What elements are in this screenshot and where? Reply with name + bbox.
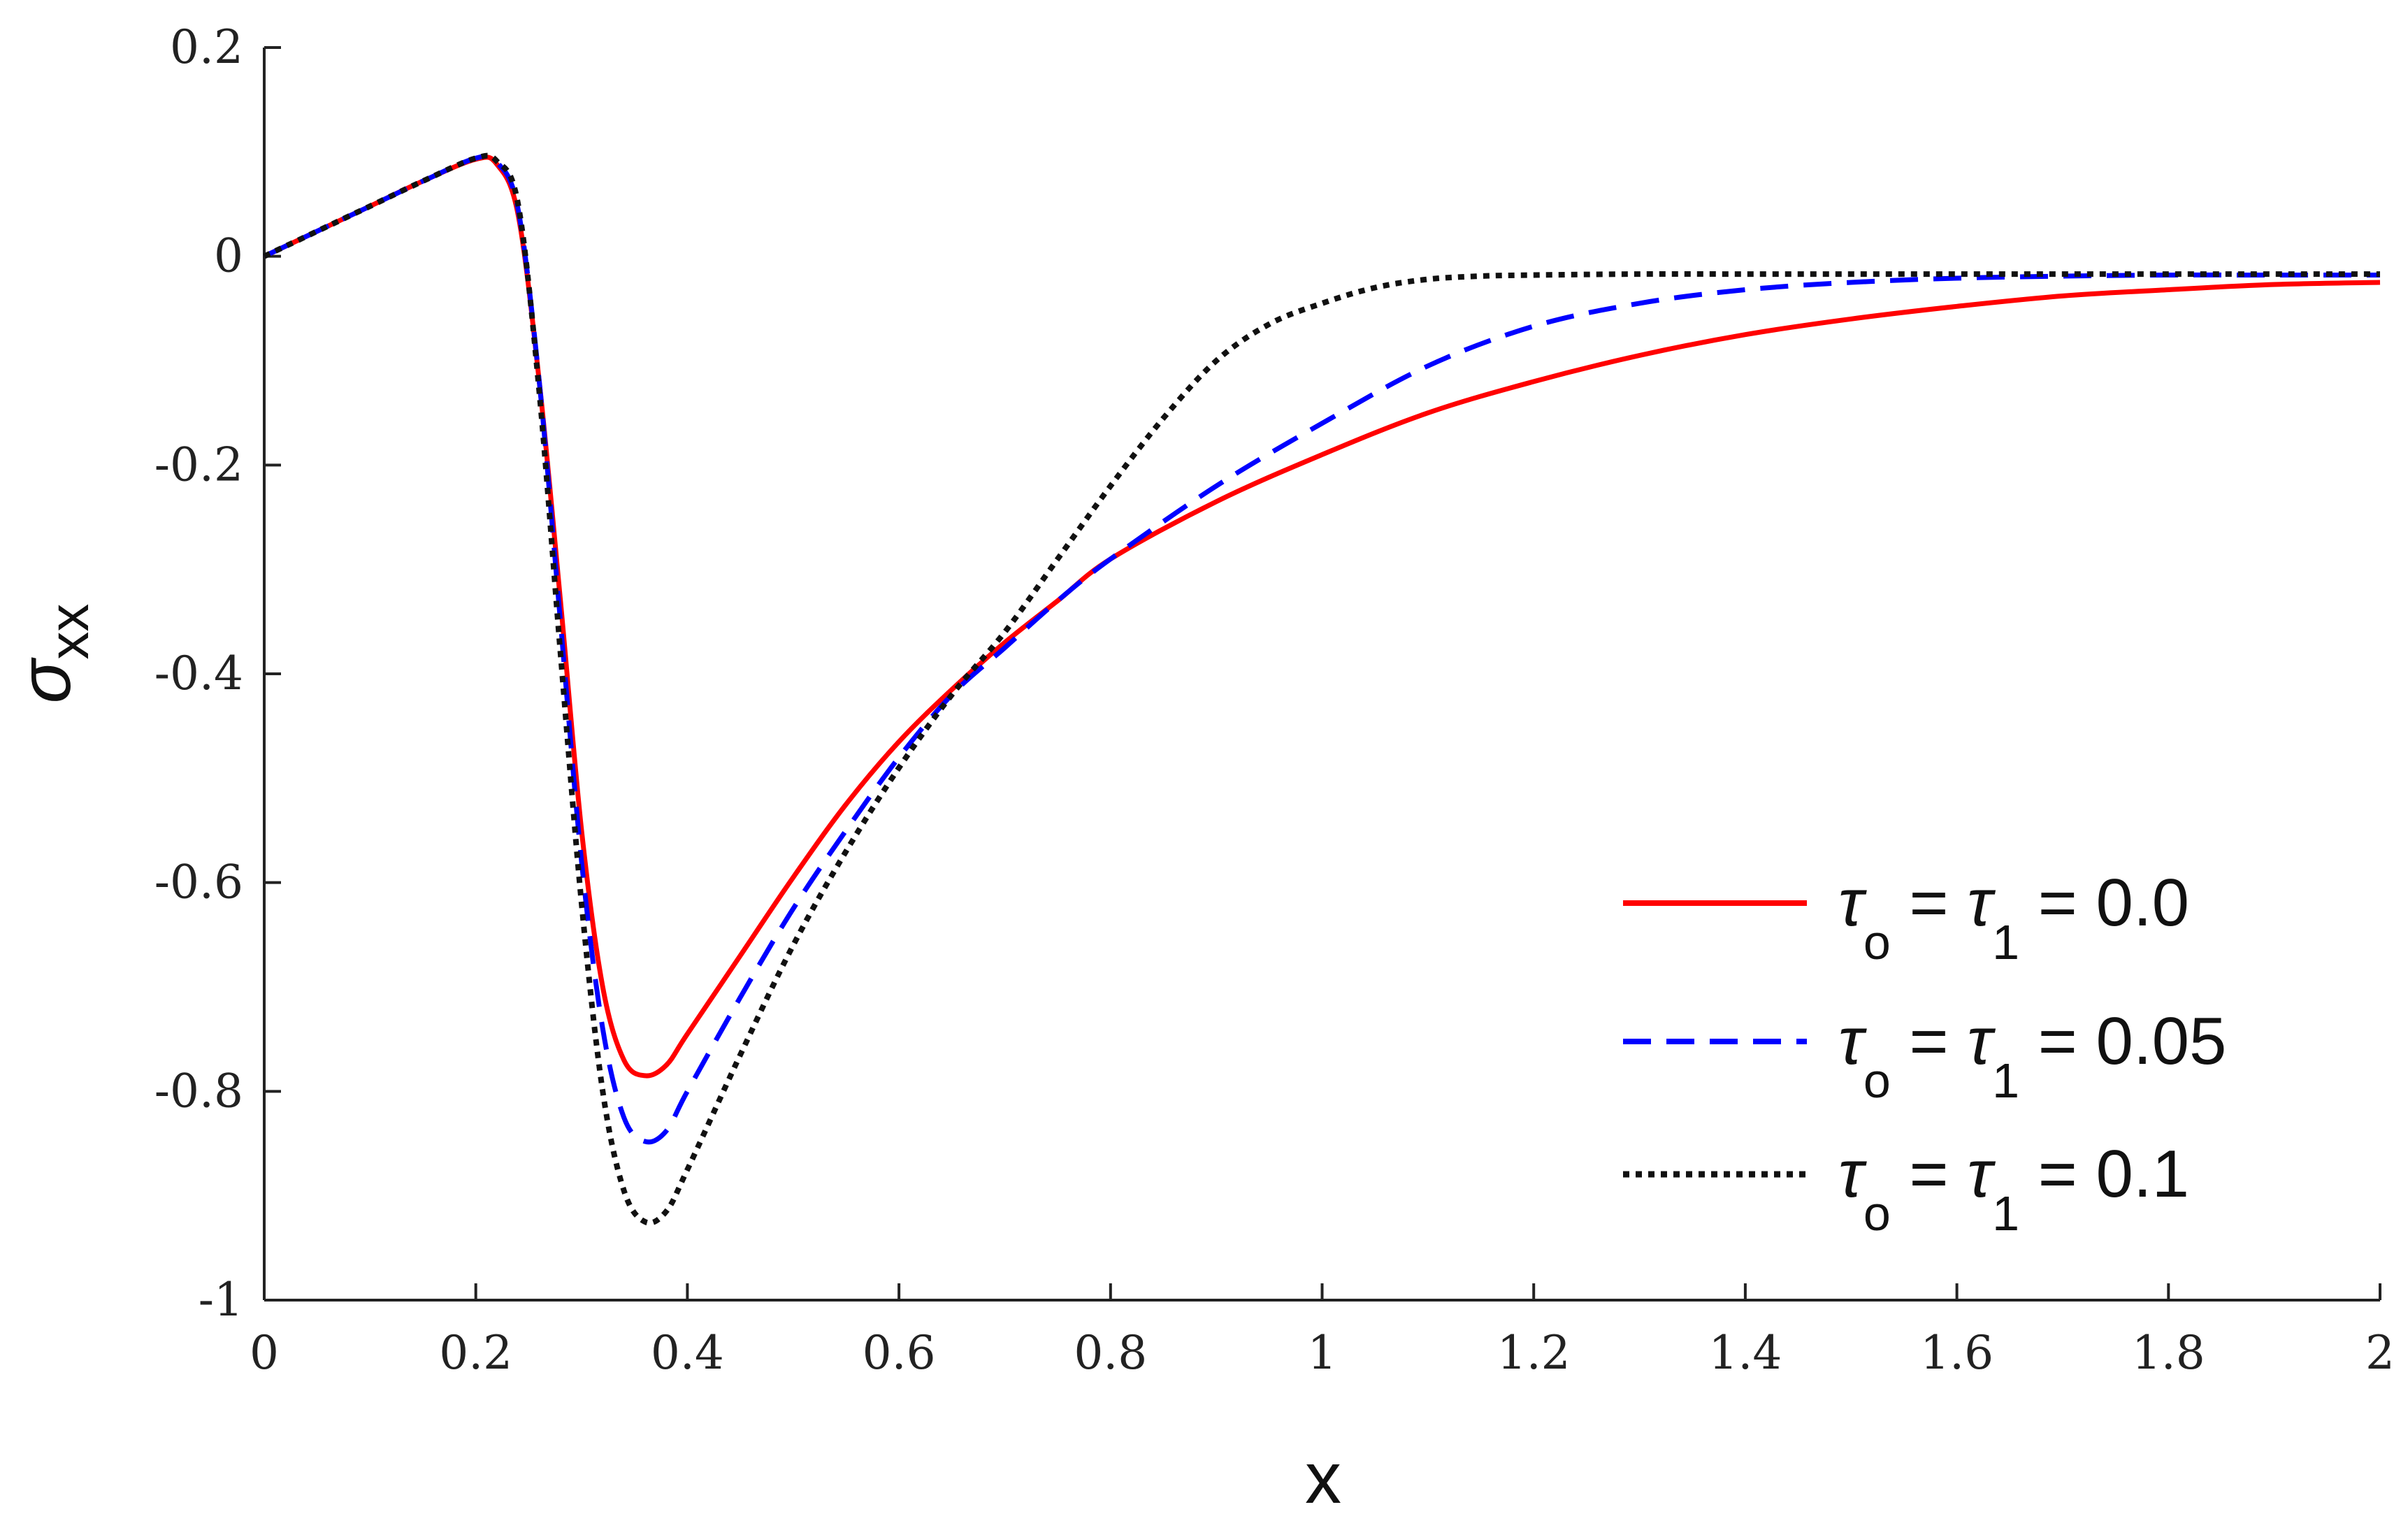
x-tick-label: 0.2 xyxy=(439,1326,512,1380)
x-tick-label: 1.4 xyxy=(1708,1326,1782,1380)
legend-tau: τ xyxy=(1838,1137,1867,1211)
y-tick-label: -0.4 xyxy=(154,647,243,700)
x-axis-title: x xyxy=(1305,1438,1341,1514)
legend-subscript: o xyxy=(1863,1053,1891,1108)
y-tick-label: -0.8 xyxy=(154,1064,243,1118)
x-tick-label: 1 xyxy=(1308,1326,1337,1380)
x-tick-label: 0.6 xyxy=(863,1326,936,1380)
legend-subscript: 1 xyxy=(1992,1053,2019,1108)
legend-tau: τ xyxy=(1967,1004,1996,1079)
legend-equals: = xyxy=(1891,1004,1967,1079)
legend-equals: = xyxy=(1891,1137,1967,1211)
legend-value: = 0.1 xyxy=(2019,1137,2189,1211)
x-tick-label: 1.6 xyxy=(1920,1326,1994,1380)
x-tick-label: 0 xyxy=(250,1326,279,1380)
y-tick-label: 0.2 xyxy=(170,20,243,74)
x-tick-label: 2 xyxy=(2365,1326,2395,1380)
legend-label-1: τo = τ1 = 0.0 xyxy=(1838,865,2189,969)
x-tick-label: 0.8 xyxy=(1074,1326,1147,1380)
y-tick-label: 0 xyxy=(214,229,243,283)
legend-label-3: τo = τ1 = 0.1 xyxy=(1838,1137,2189,1241)
series-line-3 xyxy=(263,152,2380,1226)
legend-subscript: o xyxy=(1863,1186,1891,1241)
legend-tau: τ xyxy=(1838,1004,1867,1079)
y-tick-label: -1 xyxy=(199,1273,243,1327)
legend-equals: = xyxy=(1891,865,1967,940)
series-layer xyxy=(263,152,2381,1226)
legend-value: = 0.05 xyxy=(2019,1004,2226,1079)
axes: 0 0.2 0.4 0.6 0.8 1 1.2 1.4 1.6 1.8 2 0.2 0 -0.2 -0.4 -… xyxy=(154,20,2395,1380)
y-axis-title: σxx xyxy=(5,604,100,704)
series-line-2 xyxy=(263,153,2380,1145)
legend-tau: τ xyxy=(1967,1137,1996,1211)
legend-tau: τ xyxy=(1967,865,1996,940)
y-tick-label: -0.6 xyxy=(154,856,243,909)
x-tick-label: 0.4 xyxy=(651,1326,724,1380)
legend-subscript: 1 xyxy=(1992,915,2019,969)
legend-subscript: 1 xyxy=(1992,1186,2019,1241)
y-tick-label: -0.2 xyxy=(154,438,243,491)
legend-subscript: o xyxy=(1863,915,1891,969)
legend-label-2: τo = τ1 = 0.05 xyxy=(1838,1004,2226,1108)
x-tick-label: 1.2 xyxy=(1497,1326,1571,1380)
y-axis-subscript: xx xyxy=(38,604,100,660)
x-tick-label: 1.8 xyxy=(2132,1326,2205,1380)
y-axis-symbol: σ xyxy=(5,657,86,703)
legend-value: = 0.0 xyxy=(2019,865,2189,940)
legend-tau: τ xyxy=(1838,865,1867,940)
